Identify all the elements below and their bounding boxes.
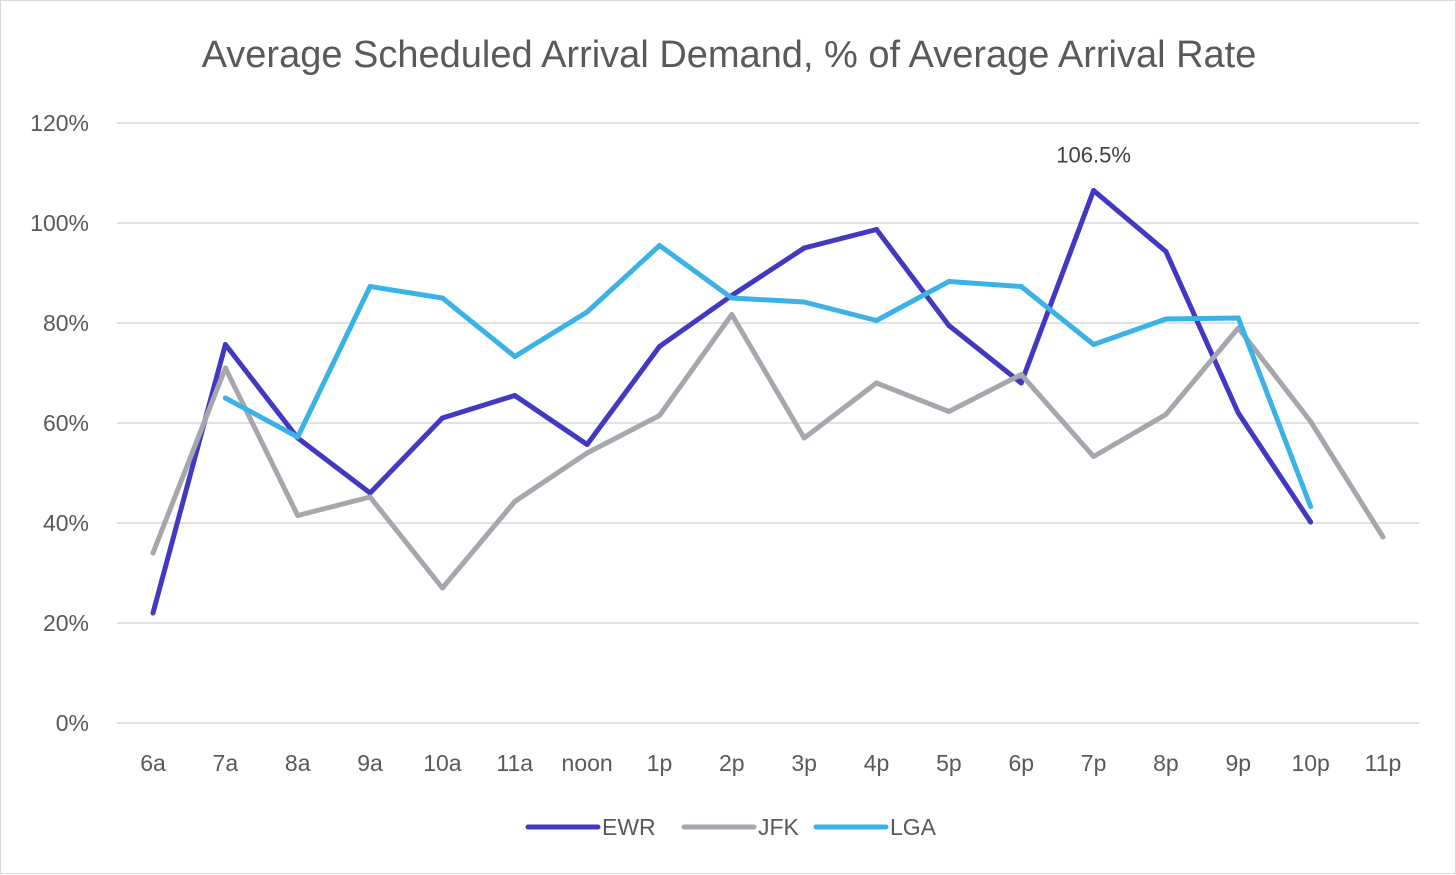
y-tick-label: 100% (30, 210, 89, 236)
x-tick-label: 6a (140, 750, 166, 776)
legend-item-jfk: JFK (681, 814, 800, 840)
data-point-ewr (1235, 410, 1241, 416)
data-point-jfk (656, 413, 662, 418)
data-point-lga (874, 318, 880, 323)
y-axis-tick-labels: 0% 20% 40% 60% 80% 100% 120% (30, 110, 89, 736)
data-point-ewr (222, 342, 228, 347)
data-point-ewr (1163, 249, 1169, 254)
data-point-lga (1091, 342, 1097, 347)
y-tick-label: 60% (43, 410, 89, 436)
data-point-lga (512, 354, 518, 359)
legend-label: LGA (890, 814, 937, 840)
data-point-ewr (584, 442, 590, 447)
y-tick-label: 80% (43, 310, 89, 336)
x-tick-label: 7a (213, 750, 239, 776)
data-point-ewr (1018, 380, 1024, 386)
data-point-lga (295, 434, 301, 440)
x-tick-label: 11a (496, 750, 533, 776)
data-point-jfk (439, 585, 445, 591)
data-point-jfk (295, 513, 301, 518)
data-point-lga (729, 295, 735, 301)
x-tick-label: noon (562, 750, 613, 776)
data-point-jfk (1308, 419, 1314, 424)
series-line-ewr (150, 188, 1314, 616)
data-point-jfk (1091, 454, 1097, 459)
data-point-lga (584, 309, 590, 315)
data-point-jfk (801, 435, 807, 441)
grid-lines (117, 122, 1419, 724)
data-point-jfk (1163, 412, 1169, 417)
data-point-lga (946, 279, 952, 284)
data-point-ewr (150, 610, 156, 616)
x-tick-label: 9p (1225, 750, 1251, 776)
x-tick-label: 1p (647, 750, 673, 776)
x-tick-label: 5p (936, 750, 962, 776)
data-point-lga (1235, 315, 1241, 321)
chart-title: Average Scheduled Arrival Demand, % of A… (202, 34, 1257, 76)
y-tick-label: 20% (43, 610, 89, 636)
data-point-lga (222, 395, 228, 401)
data-point-jfk (512, 499, 518, 504)
data-point-jfk (1018, 372, 1024, 377)
legend-label: EWR (602, 814, 656, 840)
data-point-ewr (367, 490, 373, 496)
data-point-lga (801, 299, 807, 305)
data-labels: 106.5% (1056, 143, 1131, 168)
series-line-jfk (150, 312, 1386, 591)
data-point-jfk (150, 550, 156, 556)
data-point-jfk (729, 312, 735, 317)
data-point-lga (1163, 316, 1169, 322)
x-tick-label: 2p (719, 750, 745, 776)
data-point-ewr (1091, 188, 1097, 193)
data-point-lga (1018, 284, 1024, 289)
data-label: 106.5% (1056, 143, 1131, 168)
x-axis-tick-labels: 6a 7a 8a 9a 10a 11a noon 1p 2p 3p 4p 5p 6p 7p 8p 9p 10p 1… (140, 750, 1401, 776)
data-point-lga (1308, 504, 1314, 509)
y-tick-label: 40% (43, 510, 89, 536)
data-point-lga (367, 284, 373, 289)
data-point-jfk (584, 450, 590, 456)
x-tick-label: 4p (864, 750, 890, 776)
data-point-jfk (222, 365, 228, 371)
data-point-ewr (439, 415, 445, 421)
legend-item-lga: LGA (813, 814, 937, 840)
data-point-ewr (1308, 519, 1314, 525)
y-tick-label: 120% (30, 110, 89, 136)
series-lines (150, 188, 1386, 616)
data-point-lga (656, 243, 662, 248)
data-point-ewr (946, 323, 952, 328)
x-tick-label: 11p (1365, 750, 1402, 776)
legend-label: JFK (758, 814, 800, 840)
series-lga (222, 243, 1314, 509)
data-point-jfk (367, 494, 373, 500)
data-point-ewr (801, 245, 807, 251)
x-tick-label: 3p (791, 750, 817, 776)
x-tick-label: 9a (357, 750, 383, 776)
data-point-lga (439, 295, 445, 301)
data-point-ewr (512, 393, 518, 398)
data-point-jfk (1380, 534, 1386, 540)
y-tick-label: 0% (56, 710, 89, 736)
legend: EWR JFK LGA (525, 814, 937, 840)
x-tick-label: 8p (1153, 750, 1179, 776)
x-tick-label: 8a (285, 750, 311, 776)
data-point-jfk (874, 380, 880, 386)
x-tick-label: 6p (1008, 750, 1034, 776)
x-tick-label: 7p (1081, 750, 1107, 776)
data-point-ewr (656, 344, 662, 349)
x-tick-label: 10p (1291, 750, 1329, 776)
x-tick-label: 10a (423, 750, 462, 776)
data-point-ewr (874, 227, 880, 232)
series-line-lga (222, 243, 1314, 509)
legend-item-ewr: EWR (525, 814, 656, 840)
series-ewr (150, 188, 1314, 616)
data-point-jfk (946, 409, 952, 414)
